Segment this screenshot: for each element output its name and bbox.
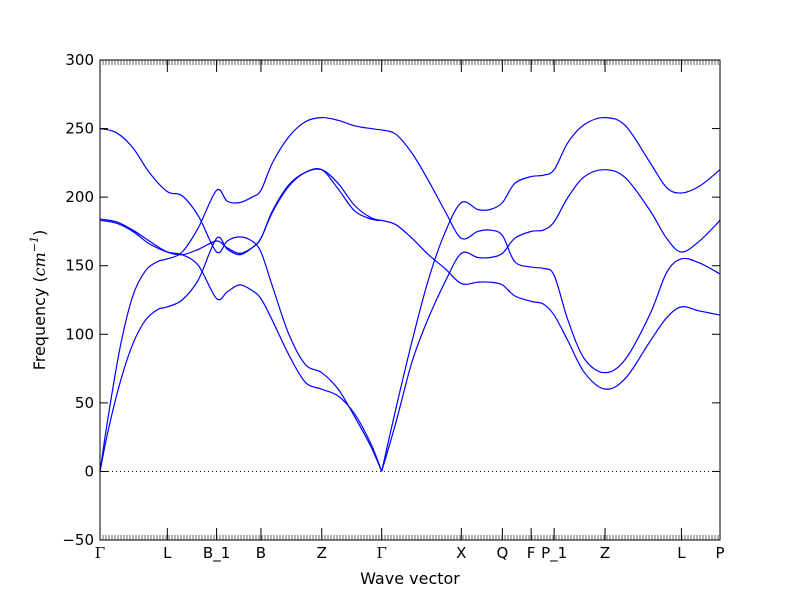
- phonon-branches: [99, 116, 721, 472]
- x-tick-label: B_1: [203, 544, 230, 563]
- y-tick-label: 100: [65, 325, 94, 343]
- y-tick-label: 150: [65, 257, 94, 275]
- x-axis-label: Wave vector: [360, 569, 460, 588]
- y-tick-label: 0: [84, 462, 94, 480]
- x-tick-label: L: [677, 544, 686, 562]
- phonon-branch-4: [99, 127, 383, 472]
- phonon-branch-6: [381, 169, 721, 472]
- y-axis-ticks: −50 0 50 100 150 200 250 300: [62, 51, 720, 549]
- x-tick-label: P_1: [541, 544, 567, 563]
- phonon-branch-9: [381, 129, 721, 374]
- phonon-branch-8: [381, 219, 721, 390]
- phonon-branch-5: [99, 168, 382, 256]
- phonon-branch-2: [99, 116, 382, 472]
- y-axis-label-exponent: −1: [28, 236, 41, 252]
- y-tick-label: 300: [65, 51, 94, 69]
- phonon-branch-3: [99, 219, 383, 472]
- y-tick-label: −50: [62, 531, 94, 549]
- y-axis-label-suffix: ): [30, 230, 49, 236]
- x-tick-label: Z: [317, 544, 327, 562]
- phonon-branch-7: [381, 116, 721, 472]
- x-tick-label: L: [163, 544, 172, 562]
- x-tick-label: F: [527, 544, 536, 562]
- x-tick-label: P: [715, 544, 724, 562]
- x-tick-label: Z: [600, 544, 610, 562]
- y-axis-label: Frequency (cm−1): [28, 230, 49, 371]
- y-tick-label: 250: [65, 120, 94, 138]
- y-axis-label-unit: cm: [30, 252, 49, 276]
- y-tick-label: 50: [75, 394, 94, 412]
- x-tick-label: X: [456, 544, 466, 562]
- y-axis-label-prefix: Frequency (: [30, 276, 49, 370]
- x-tick-label: B: [256, 544, 266, 562]
- x-tick-label: Q: [496, 544, 508, 562]
- x-tick-label: Γ: [95, 544, 105, 562]
- x-tick-label: Γ: [376, 544, 386, 562]
- y-tick-label: 200: [65, 188, 94, 206]
- plot-frame: [99, 59, 721, 541]
- phonon-branch-1: [99, 168, 382, 472]
